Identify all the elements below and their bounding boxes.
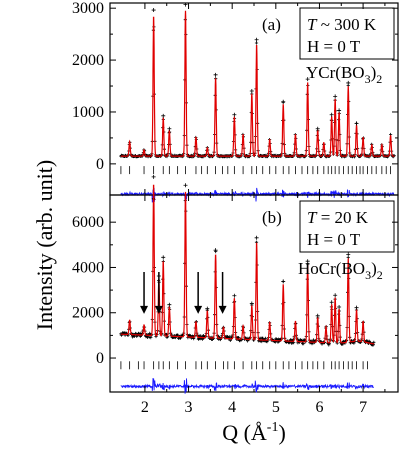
panel-a-field: H = 0 T bbox=[307, 37, 361, 56]
x-tick-label: 5 bbox=[272, 399, 280, 416]
panel-b-plot bbox=[119, 174, 376, 394]
peak-point bbox=[315, 126, 320, 131]
peak-point bbox=[161, 113, 166, 118]
peak-point bbox=[337, 305, 342, 310]
panel-a-x-ticks bbox=[144, 3, 386, 195]
peak-point bbox=[254, 37, 259, 42]
y-tick-label: 1000 bbox=[72, 104, 104, 121]
y-tick-label: 2000 bbox=[72, 305, 104, 322]
peak-point bbox=[254, 235, 259, 240]
calculated-profile bbox=[120, 10, 395, 157]
peak-point bbox=[151, 174, 156, 179]
x-tick-label: 6 bbox=[315, 399, 323, 416]
peak-point bbox=[213, 72, 218, 77]
peak-point bbox=[213, 248, 218, 253]
x-tick-label: 7 bbox=[359, 399, 367, 416]
peak-point bbox=[281, 279, 286, 284]
calculated-profile bbox=[120, 184, 375, 345]
peak-point bbox=[333, 293, 338, 298]
x-tick-labels: 2 3 4 5 6 7 bbox=[141, 399, 367, 416]
arrow-head bbox=[140, 305, 149, 314]
x-axis-title: Q (Å-1) bbox=[222, 420, 286, 445]
panel-a-temperature: T ~ 300 K bbox=[307, 15, 377, 34]
panel-b-y-ticks: 0 2000 4000 6000 bbox=[72, 214, 398, 367]
difference-curve bbox=[120, 378, 374, 394]
y-tick-label: 0 bbox=[96, 156, 104, 173]
peak-point bbox=[183, 2, 188, 7]
panel-b-arrows bbox=[140, 271, 227, 314]
peak-point bbox=[337, 108, 342, 113]
panel-b-temperature: T = 20 K bbox=[307, 208, 369, 227]
x-tick-label: 2 bbox=[141, 399, 149, 416]
arrow-head bbox=[194, 305, 203, 314]
peak-point bbox=[333, 94, 338, 99]
arrow-head bbox=[154, 305, 163, 314]
peak-point bbox=[315, 313, 320, 318]
y-tick-label: 2000 bbox=[72, 52, 104, 69]
peak-point bbox=[205, 306, 210, 311]
y-tick-label: 4000 bbox=[72, 259, 104, 276]
panel-a-y-ticks: 0 1000 2000 3000 bbox=[72, 0, 398, 173]
peak-point bbox=[232, 112, 237, 117]
panel-b-field: H = 0 T bbox=[307, 230, 361, 249]
y-tick-label: 3000 bbox=[72, 0, 104, 17]
peak-point bbox=[249, 301, 254, 306]
x-tick-label: 3 bbox=[185, 399, 193, 416]
peak-point bbox=[151, 8, 156, 13]
peak-point bbox=[329, 300, 334, 305]
peak-point bbox=[354, 121, 359, 126]
peak-point bbox=[167, 126, 172, 131]
peak-point bbox=[281, 99, 286, 104]
panel-a-legend-box bbox=[299, 7, 395, 60]
y-tick-label: 6000 bbox=[72, 214, 104, 231]
peak-point bbox=[249, 89, 254, 94]
x-tick-label: 4 bbox=[228, 399, 236, 416]
panel-a-compound: YCr(BO3)2 bbox=[306, 63, 382, 86]
panel-b-x-ticks bbox=[144, 195, 386, 392]
panel-a: 0 1000 2000 3000 (a) T ~ 300 K H = 0 T YCr(… bbox=[72, 0, 399, 203]
peak-point bbox=[183, 183, 188, 188]
peak-point bbox=[305, 259, 310, 264]
peak-point bbox=[161, 255, 166, 260]
peak-point bbox=[167, 302, 172, 307]
arrow-head bbox=[218, 305, 227, 314]
y-axis-title: Intensity (arb. unit) bbox=[32, 160, 57, 330]
panel-b: 0 2000 4000 6000 (b) T = 20 K H = 0 T HoCr(… bbox=[72, 174, 399, 394]
peak-point bbox=[232, 293, 237, 298]
peak-point bbox=[329, 112, 334, 117]
panel-a-label: (a) bbox=[262, 15, 281, 34]
panel-b-label: (b) bbox=[262, 208, 282, 227]
peak-point bbox=[346, 80, 351, 85]
peak-point bbox=[305, 77, 310, 82]
panel-b-legend-box bbox=[299, 200, 395, 253]
peak-point bbox=[354, 305, 359, 310]
peak-point bbox=[346, 252, 351, 257]
panel-b-compound: HoCr(BO3)2 bbox=[298, 259, 383, 282]
y-tick-label: 0 bbox=[96, 350, 104, 367]
